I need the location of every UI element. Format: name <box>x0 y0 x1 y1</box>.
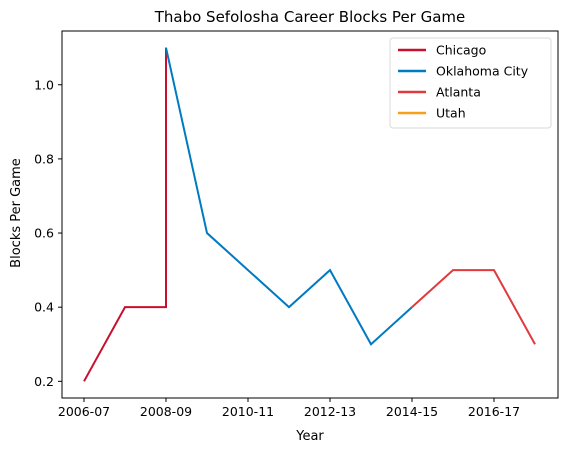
y-axis-ticks: 0.2 0.4 0.6 0.8 1.0 <box>34 77 62 389</box>
x-tick-label: 2006-07 <box>58 404 110 419</box>
x-tick-label: 2008-09 <box>140 404 192 419</box>
series-line-atlanta <box>411 269 536 345</box>
x-tick-label: 2014-15 <box>386 404 438 419</box>
y-tick-label: 0.8 <box>34 151 54 166</box>
chart-title: Thabo Sefolosha Career Blocks Per Game <box>154 8 466 26</box>
y-tick-label: 0.2 <box>34 374 54 389</box>
axes-frame <box>61 30 559 399</box>
legend-box <box>389 37 552 129</box>
legend-label: Atlanta <box>436 85 481 100</box>
y-tick-label: 0.4 <box>34 300 54 315</box>
x-axis-ticks: 2006-07 2008-09 2010-11 2012-13 2014-15 2016-… <box>58 398 520 419</box>
y-tick-label: 1.0 <box>34 77 54 92</box>
x-axis-label: Year <box>295 429 324 444</box>
legend-label: Oklahoma City <box>436 64 529 79</box>
legend-label: Chicago <box>436 43 486 58</box>
plot-lines <box>83 47 536 382</box>
y-axis-label: Blocks Per Game <box>9 158 24 268</box>
x-tick-label: 2012-13 <box>304 404 356 419</box>
legend: Chicago Oklahoma City Atlanta Utah <box>389 37 552 129</box>
legend-label: Utah <box>436 106 466 121</box>
series-line-oklahoma-city <box>165 47 413 346</box>
x-tick-label: 2016-17 <box>468 404 520 419</box>
series-line-chicago <box>83 47 167 382</box>
y-tick-label: 0.6 <box>34 226 54 241</box>
x-tick-label: 2010-11 <box>222 404 274 419</box>
